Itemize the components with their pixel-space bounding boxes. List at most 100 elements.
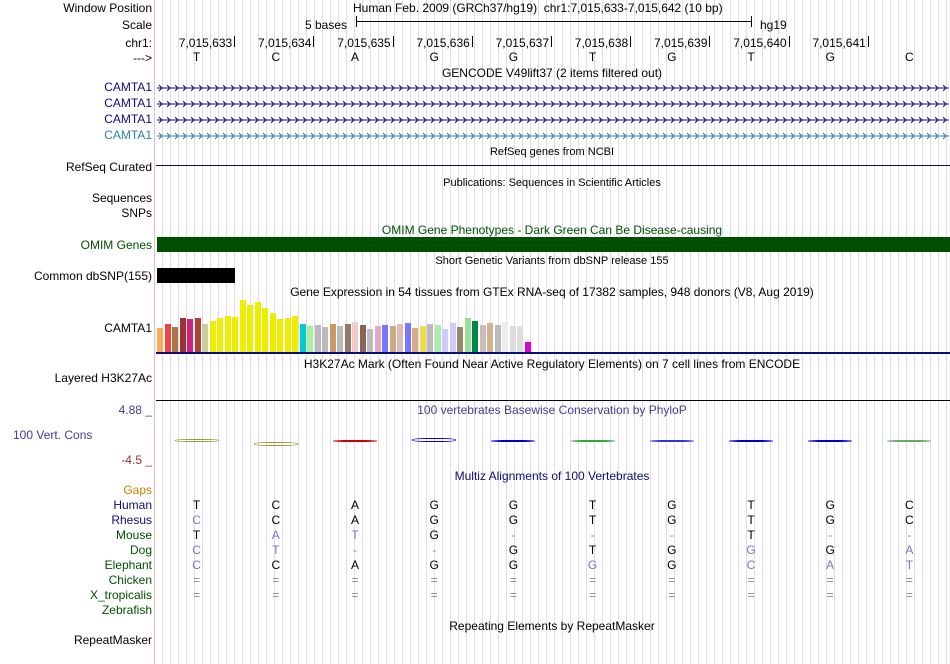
phylop-score-mark[interactable] [253, 442, 298, 446]
gtex-tissue-bar[interactable] [449, 323, 456, 352]
ruler-position-label[interactable]: 7,015,637 [495, 36, 549, 50]
gtex-tissue-bar[interactable] [524, 342, 531, 352]
gencode-transcript-label[interactable]: CAMTA1 [104, 96, 152, 110]
gtex-tissue-bar[interactable] [427, 324, 433, 352]
gtex-tissue-bar[interactable] [187, 319, 193, 352]
gtex-tissue-bar[interactable] [322, 327, 328, 352]
gtex-tissue-bar[interactable] [179, 318, 186, 352]
gtex-tissue-bar[interactable] [157, 328, 163, 352]
gtex-tissue-bar[interactable] [314, 325, 321, 352]
species-label[interactable]: Human [113, 498, 152, 512]
gencode-transcript-label[interactable]: CAMTA1 [104, 80, 152, 94]
h3k27ac-label[interactable]: Layered H3K27Ac [54, 371, 152, 385]
gtex-tissue-bar[interactable] [457, 327, 463, 352]
ruler-position-label[interactable]: 7,015,634 [258, 36, 312, 50]
gencode-transcript-line[interactable] [157, 98, 949, 108]
species-label[interactable]: Dog [129, 543, 152, 557]
gtex-tissue-bar[interactable] [352, 322, 358, 352]
gtex-tissue-bar[interactable] [239, 300, 246, 352]
dbsnp-title[interactable]: Short Genetic Variants from dbSNP releas… [435, 255, 669, 267]
gtex-tissue-bar[interactable] [419, 326, 426, 352]
publications-title[interactable]: Publications: Sequences in Scientific Ar… [443, 177, 661, 189]
repeatmasker-title[interactable]: Repeating Elements by RepeatMasker [449, 619, 655, 633]
phylop-score-mark[interactable] [570, 440, 615, 442]
gtex-tissue-bar[interactable] [487, 323, 493, 352]
gencode-track-title[interactable]: GENCODE V49lift37 (2 items filtered out) [441, 66, 663, 80]
multiz-title[interactable]: Multiz Alignments of 100 Vertebrates [156, 469, 948, 483]
gtex-tissue-bar[interactable] [472, 321, 478, 352]
phylop-label[interactable]: 100 Vert. Cons [13, 428, 92, 442]
ruler-position-label[interactable]: 7,015,638 [574, 36, 629, 50]
gtex-tissue-bar[interactable] [262, 308, 268, 352]
species-label[interactable]: Zebrafish [101, 603, 152, 617]
publications-label-snps[interactable]: SNPs [121, 206, 152, 220]
gtex-title[interactable]: Gene Expression in 54 tissues from GTEx … [290, 285, 814, 299]
dbsnp-label[interactable]: Common dbSNP(155) [33, 269, 152, 283]
gtex-tissue-bar[interactable] [389, 326, 396, 352]
phylop-score-mark[interactable] [887, 440, 932, 442]
gtex-tissue-bar[interactable] [329, 324, 336, 352]
gtex-tissue-bar[interactable] [284, 318, 291, 352]
ruler-position-label[interactable]: 7,015,639 [654, 36, 708, 50]
gtex-tissue-bar[interactable] [292, 316, 298, 352]
gencode-transcript-label[interactable]: CAMTA1 [104, 128, 152, 142]
gtex-tissue-bar[interactable] [217, 318, 223, 352]
gtex-tissue-bar[interactable] [337, 326, 343, 352]
gtex-tissue-bar[interactable] [307, 326, 313, 352]
gtex-tissue-bar[interactable] [209, 321, 216, 352]
ruler-position-label[interactable]: 7,015,633 [178, 36, 233, 50]
gtex-tissue-bar[interactable] [494, 325, 501, 352]
gtex-tissue-bar[interactable] [442, 329, 448, 352]
gtex-tissue-bar[interactable] [254, 302, 261, 352]
phylop-score-mark[interactable] [729, 440, 773, 442]
repeatmasker-label[interactable]: RepeatMasker [73, 633, 152, 647]
gtex-tissue-bar[interactable] [299, 324, 306, 352]
gtex-tissue-bar[interactable] [172, 327, 178, 352]
species-label[interactable]: Rhesus [111, 513, 152, 527]
ruler-position-label[interactable]: 7,015,635 [337, 36, 391, 50]
gtex-tissue-bar[interactable] [164, 324, 171, 352]
gtex-tissue-bar[interactable] [232, 317, 238, 352]
species-label[interactable]: Elephant [104, 558, 152, 572]
gtex-tissue-bar[interactable] [344, 324, 351, 352]
window-position-text[interactable]: Human Feb. 2009 (GRCh37/hg19) chr1:7,015… [353, 1, 723, 15]
gtex-tissue-bar[interactable] [194, 318, 201, 352]
species-label[interactable]: X_tropicalis [89, 588, 152, 602]
omim-title[interactable]: OMIM Gene Phenotypes - Dark Green Can Be… [156, 223, 948, 237]
dbsnp-feature[interactable] [157, 268, 235, 283]
gtex-label[interactable]: CAMTA1 [104, 321, 152, 335]
gaps-label[interactable]: Gaps [123, 483, 152, 497]
gtex-tissue-bar[interactable] [509, 326, 516, 352]
omim-feature-bar[interactable] [157, 237, 950, 252]
refseq-label[interactable]: RefSeq Curated [65, 160, 152, 174]
publications-label-sequences[interactable]: Sequences [91, 191, 152, 205]
gtex-tissue-bar[interactable] [404, 323, 411, 352]
gtex-tissue-bar[interactable] [359, 325, 366, 352]
species-label[interactable]: Chicken [108, 573, 152, 587]
gtex-tissue-bar[interactable] [277, 319, 283, 352]
gencode-transcript-line[interactable] [157, 114, 949, 124]
phylop-score-mark[interactable] [333, 440, 377, 442]
gtex-tissue-bar[interactable] [412, 328, 418, 352]
gtex-tissue-bar[interactable] [247, 305, 253, 352]
gtex-tissue-bar[interactable] [397, 324, 403, 352]
gtex-tissue-bar[interactable] [202, 324, 208, 352]
gtex-tissue-bar[interactable] [367, 329, 373, 352]
phylop-score-mark[interactable] [808, 440, 853, 442]
phylop-score-mark[interactable] [412, 438, 457, 442]
ruler-position-label[interactable]: 7,015,641 [812, 36, 866, 50]
phylop-score-mark[interactable] [174, 439, 219, 442]
gtex-tissue-bar[interactable] [502, 322, 508, 352]
phylop-score-mark[interactable] [649, 440, 694, 442]
gencode-transcript-line[interactable] [157, 130, 949, 140]
ruler-position-label[interactable]: 7,015,636 [416, 36, 470, 50]
gtex-tissue-bar[interactable] [434, 325, 441, 352]
ruler-position-label[interactable]: 7,015,640 [733, 36, 787, 50]
gtex-tissue-bar[interactable] [517, 326, 523, 352]
omim-label[interactable]: OMIM Genes [81, 238, 152, 252]
gtex-tissue-bar[interactable] [479, 325, 486, 352]
gtex-tissue-bar[interactable] [224, 316, 231, 352]
gtex-tissue-bar[interactable] [464, 318, 471, 352]
species-label[interactable]: Mouse [115, 528, 152, 542]
